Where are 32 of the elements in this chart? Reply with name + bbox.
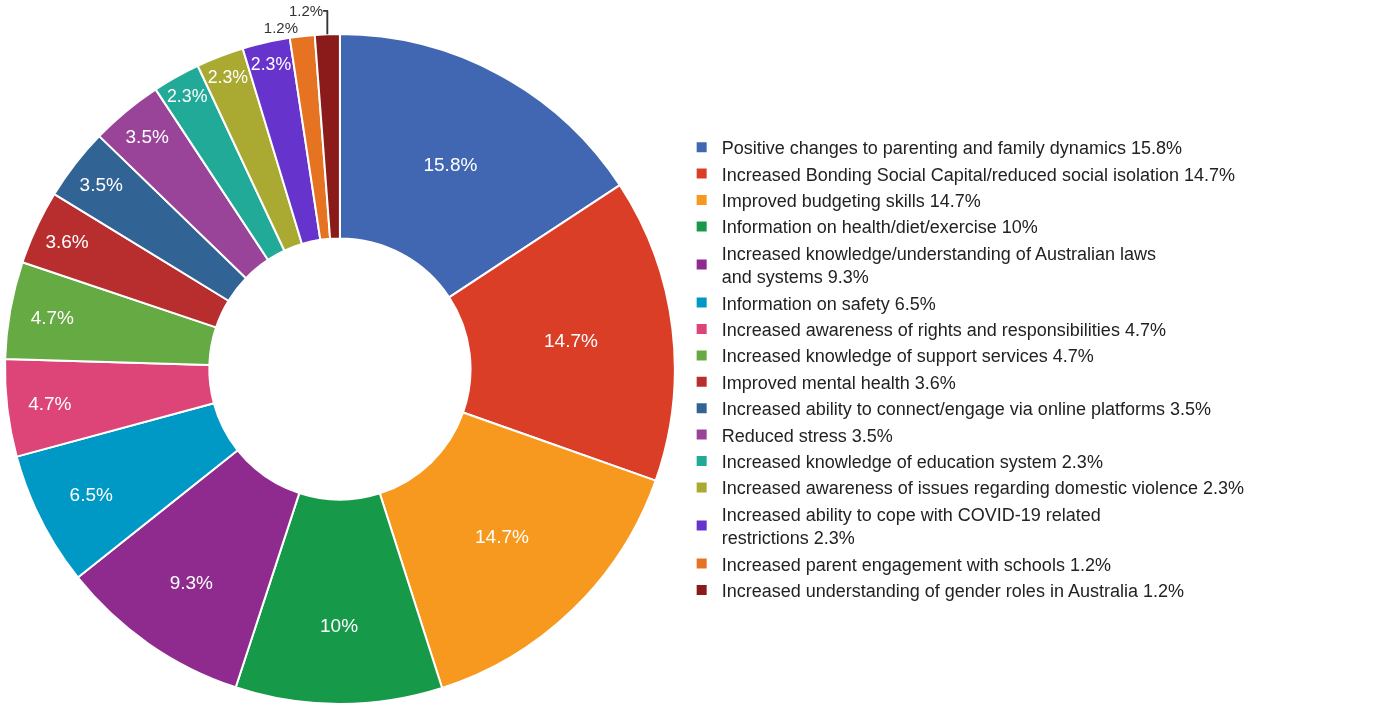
- data-label: 14.7%: [475, 525, 530, 547]
- data-label: 3.5%: [79, 173, 124, 195]
- legend-label: Increased ability to connect/engage via online platforms 3.5%: [721, 399, 1211, 420]
- legend-label: Increased ability to cope with COVID-19 related restrictions 2.3%: [721, 504, 1101, 549]
- legend-label: Increased parent engagement with schools 1.2%: [721, 554, 1111, 575]
- data-label: 10%: [320, 614, 359, 636]
- legend-label: Increased Bonding Social Capital/reduced social isolation 14.7%: [721, 164, 1235, 185]
- legend-label: Improved budgeting skills 14.7%: [721, 191, 981, 212]
- data-label: 4.7%: [28, 392, 72, 414]
- legend-label: Increased knowledge/understanding of Australian laws and systems 9.3%: [721, 243, 1156, 288]
- legend-label: Information on safety 6.5%: [721, 293, 936, 314]
- legend-label: Improved mental health 3.6%: [721, 372, 956, 393]
- data-label: 15.8%: [423, 153, 478, 175]
- data-label: 2.3%: [207, 67, 249, 88]
- data-label: 2.3%: [250, 54, 292, 75]
- data-label: 4.7%: [30, 307, 75, 329]
- data-label: 9.3%: [169, 572, 214, 594]
- legend-label: Increased awareness of rights and responsibilities 4.7%: [721, 320, 1166, 341]
- data-label: 6.5%: [69, 484, 114, 506]
- legend-label: Increased knowledge of education system 2.3%: [721, 452, 1103, 473]
- data-label: 2.3%: [167, 86, 208, 107]
- legend-label: Increased understanding of gender roles in Australia 1.2%: [721, 581, 1184, 602]
- data-label: 14.7%: [544, 330, 598, 352]
- legend-label: Positive changes to parenting and family dynamics 15.8%: [721, 138, 1182, 159]
- data-label: 1.2%: [288, 2, 324, 20]
- legend-label: Increased knowledge of support services 4.7%: [721, 346, 1094, 367]
- data-label: 1.2%: [263, 19, 298, 37]
- legend-label: Increased awareness of issues regarding domestic violence 2.3%: [721, 478, 1244, 499]
- legend-label: Reduced stress 3.5%: [721, 425, 893, 446]
- data-label: 3.5%: [125, 126, 169, 148]
- data-label: 3.6%: [45, 231, 89, 253]
- legend-label: Information on health/diet/exercise 10%: [721, 217, 1038, 238]
